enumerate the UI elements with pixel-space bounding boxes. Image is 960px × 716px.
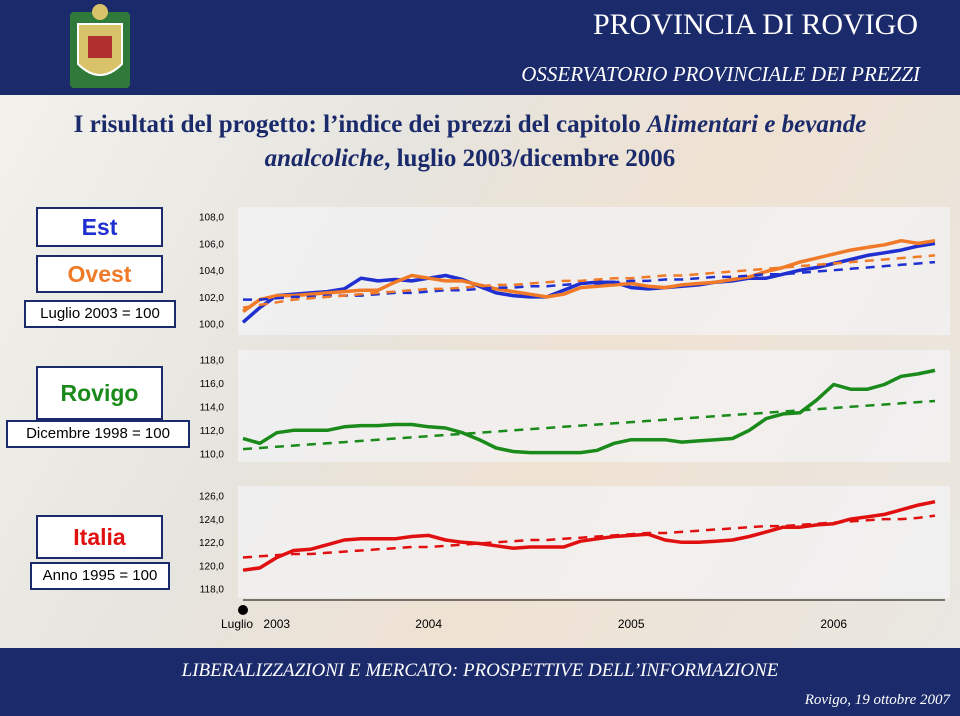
y-tick-label: 112,0 (200, 426, 225, 437)
footer-title: LIBERALIZZAZIONI E MERCATO: PROSPETTIVE … (181, 660, 779, 681)
footer-band (0, 648, 960, 716)
header-title: PROVINCIA DI ROVIGO (592, 8, 918, 41)
y-tick-label: 104,0 (199, 266, 224, 277)
title-part: , luglio 2003/dicembre 2006 (384, 145, 676, 172)
title-part: Alimentari e bevande analcoliche (264, 111, 867, 172)
y-tick-label: 100,0 (199, 320, 224, 331)
legend-entry: Est (36, 207, 163, 247)
series-line (241, 238, 936, 314)
title-part: I risultati del progetto: l’indice dei p… (73, 111, 647, 138)
x-tick-label: 2005 (618, 617, 645, 631)
slide-title: I risultati del progetto: l’indice dei p… (55, 108, 885, 176)
legend-entry: Rovigo (36, 366, 163, 420)
y-tick-label: 124,0 (199, 515, 224, 526)
base-label: Dicembre 1998 = 100 (6, 420, 190, 448)
plot-background (238, 207, 950, 335)
series-line (242, 368, 936, 455)
base-label: Luglio 2003 = 100 (24, 300, 176, 328)
y-tick-label: 108,0 (199, 213, 224, 224)
y-tick-label: 116,0 (200, 379, 225, 390)
y-tick-label: 114,0 (200, 403, 225, 414)
y-tick-label: 118,0 (200, 585, 225, 596)
footer-date: Rovigo, 19 ottobre 2007 (804, 692, 950, 708)
x-tick-label: 2003 (263, 617, 290, 631)
y-tick-label: 106,0 (199, 239, 224, 250)
trend-line (242, 399, 936, 451)
legend-entry: Ovest (36, 255, 163, 293)
trend-line (242, 254, 936, 309)
y-tick-label: 120,0 (199, 561, 224, 572)
series-line (241, 241, 936, 324)
header-band (0, 0, 960, 95)
header-subtitle: OSSERVATORIO PROVINCIALE DEI PREZZI (521, 62, 920, 86)
x-tick-label: 2004 (415, 617, 442, 631)
y-tick-label: 118,0 (200, 356, 225, 367)
trend-line (242, 514, 936, 559)
x-tick-label: 2006 (820, 617, 847, 631)
y-tick-label: 102,0 (199, 293, 224, 304)
plot-background (238, 486, 950, 598)
logo (70, 4, 130, 88)
y-tick-label: 126,0 (199, 492, 224, 503)
charts: 100,0 102,0 104,0 106,0 108,0 110,0 112,0 114,0… (199, 207, 950, 631)
axis-origin (238, 605, 248, 615)
plot-background (238, 350, 950, 462)
y-tick-label: 110,0 (200, 450, 225, 461)
x-tick-label: Luglio (221, 617, 253, 631)
y-tick-label: 122,0 (199, 538, 224, 549)
legend-entry: Italia (36, 515, 163, 559)
base-label: Anno 1995 = 100 (30, 562, 170, 590)
